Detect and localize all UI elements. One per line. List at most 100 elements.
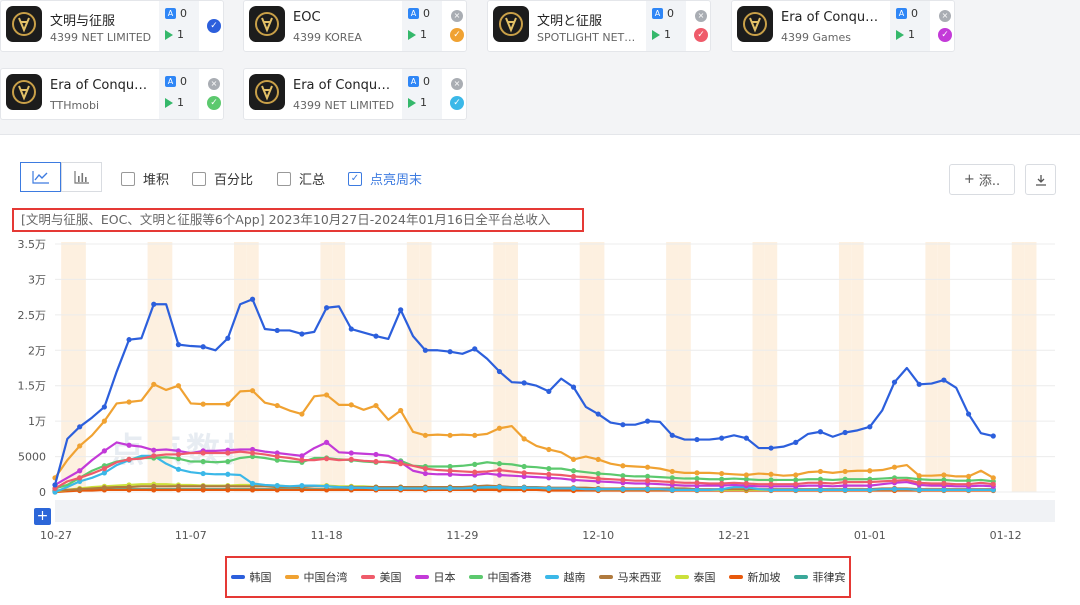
data-point bbox=[694, 487, 700, 493]
data-point bbox=[225, 335, 231, 341]
data-point bbox=[101, 418, 107, 424]
app-card[interactable]: 文明と征服 SPOTLIGHT NETWORK A0 1 × ✓ bbox=[487, 0, 711, 52]
data-point bbox=[719, 480, 725, 487]
google-play-icon bbox=[165, 97, 173, 108]
app-store-icon: A bbox=[408, 76, 419, 87]
data-point bbox=[496, 368, 503, 375]
legend-item[interactable]: 新加坡 bbox=[728, 569, 781, 585]
x-tick-label: 01-01 bbox=[854, 529, 886, 542]
legend-item[interactable]: 越南 bbox=[544, 569, 586, 585]
download-icon bbox=[1035, 174, 1046, 186]
app-publisher: 4399 NET LIMITED bbox=[50, 31, 152, 44]
selected-check-icon[interactable]: ✓ bbox=[207, 96, 221, 110]
data-point bbox=[719, 470, 725, 477]
data-point bbox=[644, 478, 651, 484]
stack-checkbox[interactable]: 堆积 bbox=[121, 169, 169, 188]
data-point bbox=[644, 418, 651, 424]
data-point bbox=[990, 481, 996, 487]
data-point bbox=[916, 487, 922, 493]
data-point bbox=[916, 473, 922, 479]
data-point bbox=[521, 463, 527, 470]
chart-title: [文明与征服、EOC、文明と征服等6个App] 2023年10月27日-2024… bbox=[12, 208, 584, 232]
download-button[interactable] bbox=[1025, 164, 1056, 195]
weekend-band bbox=[592, 242, 605, 492]
data-point bbox=[126, 456, 132, 463]
data-point bbox=[175, 483, 182, 489]
legend-item[interactable]: 马来西亚 bbox=[598, 569, 662, 585]
y-tick-label: 1.5万 bbox=[18, 380, 47, 393]
selected-check-icon[interactable]: ✓ bbox=[938, 28, 952, 42]
data-point bbox=[324, 483, 330, 489]
weekend-checkbox[interactable]: ✓ 点亮周末 bbox=[348, 169, 422, 188]
weekend-band bbox=[320, 242, 333, 492]
data-point bbox=[348, 456, 354, 463]
data-point bbox=[570, 485, 577, 492]
remove-icon[interactable]: × bbox=[451, 10, 463, 22]
selected-check-icon[interactable]: ✓ bbox=[450, 28, 464, 42]
y-tick-label: 3.5万 bbox=[18, 238, 47, 251]
x-tick-label: 11-07 bbox=[175, 529, 207, 542]
add-button[interactable]: + 添.. bbox=[949, 164, 1015, 195]
percent-checkbox[interactable]: 百分比 bbox=[192, 169, 253, 188]
app-publisher: 4399 KOREA bbox=[293, 31, 362, 44]
google-play-icon bbox=[896, 29, 904, 40]
legend-item[interactable]: 美国 bbox=[360, 569, 402, 585]
data-point bbox=[941, 377, 947, 383]
data-point bbox=[324, 439, 330, 445]
data-point bbox=[719, 435, 725, 441]
data-point bbox=[175, 451, 182, 458]
data-point bbox=[743, 435, 749, 441]
weekend-band bbox=[579, 242, 593, 492]
data-point bbox=[570, 456, 577, 463]
legend-item[interactable]: 菲律宾 bbox=[793, 569, 846, 585]
data-point bbox=[521, 470, 527, 476]
data-point bbox=[990, 433, 996, 439]
legend-item[interactable]: 日本 bbox=[414, 569, 456, 585]
bar-chart-button[interactable] bbox=[61, 162, 102, 192]
legend-item[interactable]: 韩国 bbox=[230, 569, 272, 585]
app-name: Era of Conquest bbox=[781, 10, 881, 25]
legend-item[interactable]: 泰国 bbox=[674, 569, 716, 585]
data-point bbox=[348, 485, 354, 491]
data-point bbox=[126, 399, 132, 405]
expand-button[interactable]: + bbox=[34, 508, 51, 525]
selected-check-icon[interactable]: ✓ bbox=[450, 96, 464, 110]
remove-icon[interactable]: × bbox=[208, 78, 220, 90]
legend-swatch bbox=[284, 575, 299, 579]
selected-check-icon[interactable]: ✓ bbox=[207, 19, 221, 33]
android-stat: 1 bbox=[652, 28, 671, 41]
data-point bbox=[941, 480, 947, 487]
sum-checkbox[interactable]: 汇总 bbox=[277, 169, 325, 188]
selected-check-icon[interactable]: ✓ bbox=[694, 28, 708, 42]
data-point bbox=[373, 333, 379, 339]
data-point bbox=[817, 487, 824, 493]
data-point bbox=[644, 473, 651, 480]
data-point bbox=[595, 456, 601, 463]
data-point bbox=[867, 487, 873, 493]
zoom-slider-track bbox=[55, 500, 1055, 522]
line-chart-icon bbox=[31, 171, 49, 184]
android-stat: 1 bbox=[408, 96, 427, 109]
legend-item[interactable]: 中国台湾 bbox=[284, 569, 348, 585]
data-point bbox=[472, 346, 478, 352]
data-point bbox=[472, 485, 478, 491]
data-point bbox=[916, 480, 922, 486]
line-chart-button[interactable] bbox=[20, 162, 61, 192]
data-point bbox=[422, 347, 428, 353]
remove-icon[interactable]: × bbox=[695, 10, 707, 22]
data-point bbox=[941, 472, 947, 478]
remove-icon[interactable]: × bbox=[451, 78, 463, 90]
data-point bbox=[447, 463, 453, 470]
legend-item[interactable]: 中国香港 bbox=[468, 569, 532, 585]
legend-label: 越南 bbox=[563, 571, 586, 584]
remove-icon[interactable]: × bbox=[939, 10, 951, 22]
data-point bbox=[101, 466, 107, 472]
